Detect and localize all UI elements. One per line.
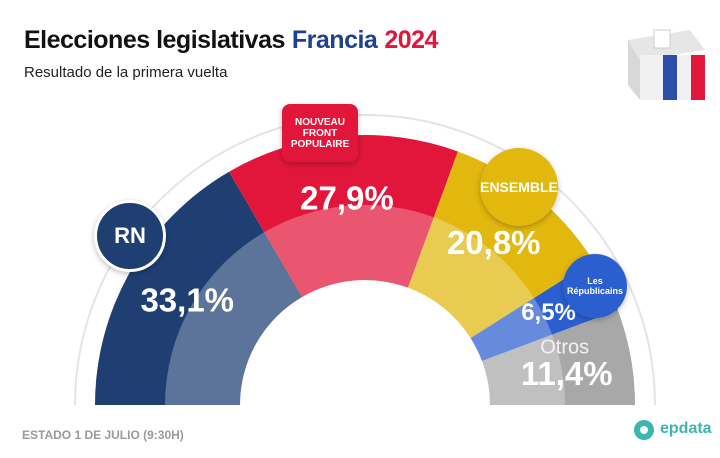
segment-inner [165,232,303,405]
category-label: Otros [540,337,589,359]
value-label: 27,9% [300,180,394,217]
ballot-box [628,29,705,100]
subtitle: Resultado de la primera vuelta [24,64,228,81]
value-label: 11,4% [521,355,613,392]
title-year: 2024 [384,26,438,54]
footnote: ESTADO 1 DE JULIO (9:30H) [22,428,184,442]
party-badge: RN [94,200,166,272]
title-text: Elecciones legislativas [24,26,285,54]
title-country: Francia [291,26,378,54]
segment [229,135,458,298]
value-label: 6,5% [521,299,576,326]
segment-inner [482,334,565,405]
party-badge: NOUVEAU FRONT POPULAIRE [282,104,358,162]
party-badge: Les Républicains [563,254,627,318]
value-label: 33,1% [140,282,234,319]
segment [408,151,594,339]
title: Elecciones legislativas Francia 2024 [24,26,445,55]
segment [95,171,303,405]
party-badge: ENSEMBLE [480,148,558,226]
segment-inner [264,204,434,298]
segment [482,310,635,405]
value-label: 20,8% [447,224,541,261]
segment-inner [470,298,553,362]
brand-logo [634,420,654,440]
segment-inner [408,217,535,339]
brand: epdata [660,420,712,437]
